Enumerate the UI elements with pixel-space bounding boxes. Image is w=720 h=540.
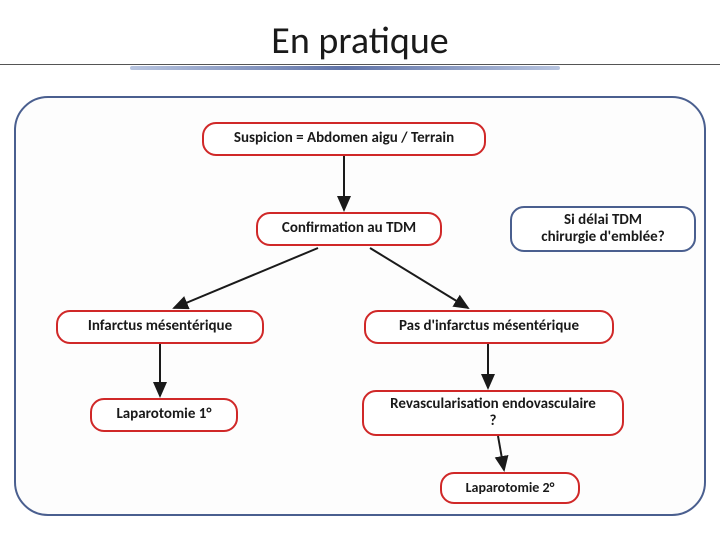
node-delay: Si délai TDMchirurgie d'emblée? (510, 206, 696, 252)
node-lap2: Laparotomie 2° (440, 472, 580, 504)
node-label: Si délai TDMchirurgie d'emblée? (541, 212, 664, 247)
node-confirm: Confirmation au TDM (256, 212, 442, 246)
node-label: Pas d'infarctus mésentérique (399, 318, 579, 335)
node-label: Confirmation au TDM (282, 220, 416, 237)
title-underline (130, 66, 560, 70)
node-label: Laparotomie 2° (466, 480, 555, 496)
node-suspicion: Suspicion = Abdomen aigu / Terrain (202, 122, 486, 156)
node-label: Revascularisation endovasculaire? (390, 396, 596, 431)
diagram-frame (14, 96, 706, 516)
node-label: Infarctus mésentérique (88, 318, 232, 335)
node-revasc: Revascularisation endovasculaire? (362, 390, 624, 436)
node-label: Laparotomie 1° (116, 406, 211, 423)
node-lap1: Laparotomie 1° (90, 398, 238, 432)
node-infarct: Infarctus mésentérique (56, 310, 264, 344)
node-label: Suspicion = Abdomen aigu / Terrain (234, 130, 454, 147)
node-noinfarct: Pas d'infarctus mésentérique (364, 310, 614, 344)
slide-title: En pratique (0, 18, 720, 65)
